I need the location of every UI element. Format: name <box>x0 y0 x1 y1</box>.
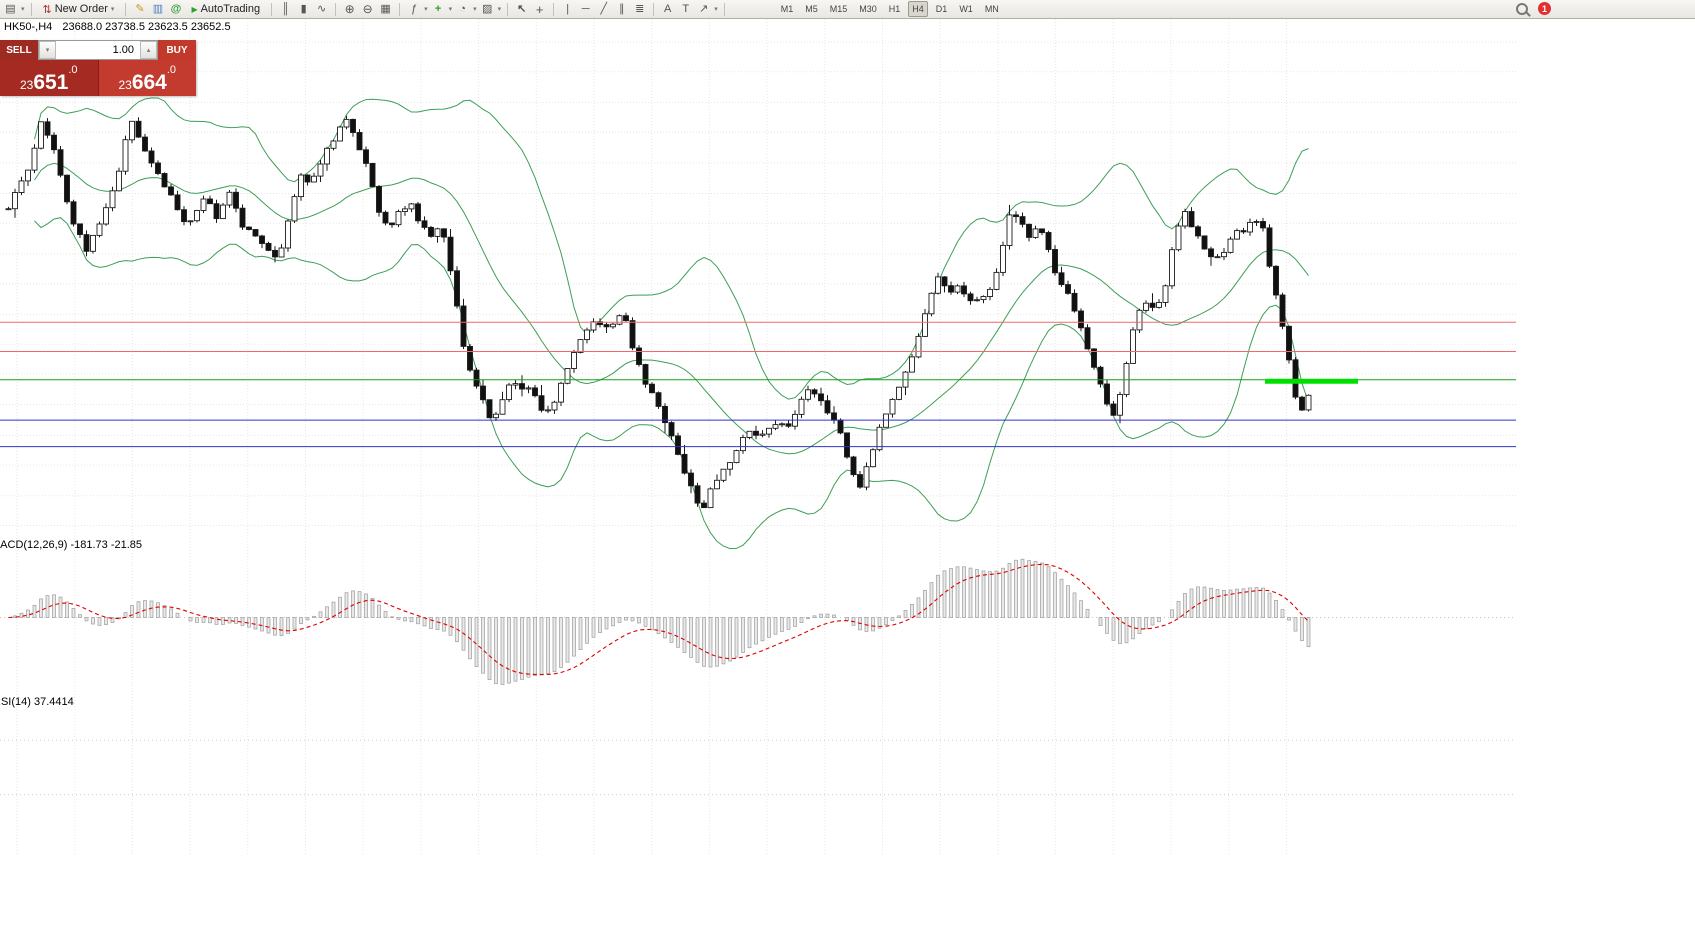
autotrading-button[interactable]: ▶ AutoTrading <box>186 1 265 17</box>
trendline-icon[interactable]: ╱ <box>600 2 607 15</box>
new-order-label: New Order <box>54 3 108 15</box>
cursor-icon[interactable]: ↖ <box>517 2 527 15</box>
channel-icon[interactable]: ∥ <box>618 2 625 15</box>
vertical-line-icon[interactable]: | <box>566 2 570 15</box>
arrow-object-dropdown-icon[interactable]: ▾ <box>714 5 718 13</box>
text-label-icon[interactable]: T <box>682 2 690 15</box>
timeframe-toolbar: M1 M5 M15 M30 H1 H4 D1 W1 MN <box>777 1 1003 17</box>
new-chart-icon[interactable]: ▤ <box>5 2 16 15</box>
toolbar-separator <box>271 2 273 16</box>
chart-symbol-period: HK50-,H4 <box>4 21 53 33</box>
toolbar-right-cluster: 1 <box>1516 2 1551 15</box>
macd-histogram <box>13 558 1311 685</box>
buy-price-big: 664 <box>131 71 167 95</box>
depth-of-market-icon[interactable]: ▥ <box>152 2 164 15</box>
buy-price-prefix: 23 <box>118 78 132 92</box>
timeframe-d1[interactable]: D1 <box>935 4 948 14</box>
periods-dropdown-icon[interactable]: ▾ <box>473 5 477 13</box>
sell-price-prefix: 23 <box>19 78 34 92</box>
notification-badge[interactable]: 1 <box>1538 2 1551 15</box>
toolbar-separator <box>125 2 127 16</box>
volume-down-button[interactable]: ▾ <box>39 41 56 59</box>
timeframe-w1[interactable]: W1 <box>959 4 973 14</box>
candlestick-chart-icon[interactable]: ▮ <box>300 2 307 15</box>
toolbar-separator <box>335 2 337 16</box>
metaeditor-icon[interactable]: ✎ <box>135 2 145 15</box>
macd-name: MACD(12,26,9) <box>0 539 68 551</box>
fibonacci-icon[interactable]: ≣ <box>635 2 645 15</box>
indicators-icon[interactable]: ƒ <box>410 2 417 15</box>
macd-label: MACD(12,26,9) -181.73 -21.85 <box>0 539 142 551</box>
toolbar-separator <box>399 2 401 16</box>
rsi-name: RSI(14) <box>0 696 31 708</box>
rsi-value: 37.4414 <box>33 696 74 708</box>
timeframe-h4[interactable]: H4 <box>908 1 928 17</box>
sell-price-suffix: .0 <box>68 64 78 76</box>
bar-chart-icon[interactable]: ║ <box>281 2 290 15</box>
periods-icon[interactable]: ◔ <box>459 2 466 15</box>
buy-price-suffix: .0 <box>166 64 177 76</box>
chart-ohlc-values: 23688.0 23738.5 23623.5 23652.5 <box>62 21 231 33</box>
horizontal-line-icon[interactable]: ─ <box>581 2 590 15</box>
templates-icon[interactable]: ▨ <box>481 2 493 15</box>
sell-button[interactable]: SELL <box>0 40 38 60</box>
timeframe-m30[interactable]: M30 <box>859 4 877 14</box>
chart-title: HK50-,H4 23688.0 23738.5 23623.5 23652.5 <box>4 21 231 33</box>
zoom-out-icon[interactable]: ⊖ <box>362 2 373 16</box>
line-chart-icon[interactable]: ∿ <box>317 2 327 15</box>
new-order-icon: ⇅ <box>42 3 52 16</box>
add-indicator-dropdown-icon[interactable]: ▾ <box>448 5 453 13</box>
timeframe-mn[interactable]: MN <box>984 4 999 14</box>
toolbar-separator <box>30 2 32 16</box>
macd-values: -181.73 -21.85 <box>70 539 143 551</box>
rsi-label: RSI(14) 37.4414 <box>0 696 74 708</box>
crosshair-icon[interactable]: + <box>535 1 544 17</box>
candles-layer <box>5 115 1312 509</box>
toolbar-separator <box>653 2 655 16</box>
sell-price-big: 651 <box>33 71 69 95</box>
algo-trading-icon[interactable]: @ <box>170 2 182 15</box>
zoom-in-icon[interactable]: ⊕ <box>344 2 355 16</box>
volume-stepper: ▾ 1.00 ▴ <box>38 40 158 60</box>
macd-signal-line <box>8 563 1309 676</box>
new-order-dropdown-icon[interactable]: ▾ <box>110 5 115 13</box>
toolbar-separator <box>723 2 725 16</box>
toolbar-separator <box>553 2 555 16</box>
timeframe-m1[interactable]: M1 <box>780 4 794 14</box>
templates-dropdown-icon[interactable]: ▾ <box>497 5 502 13</box>
main-toolbar: ▤ ▾ ⇅ New Order ▾ ✎ ▥ @ ▶ AutoTrading ║ ▮… <box>0 0 1695 19</box>
buy-price[interactable]: 23 664.0 <box>98 60 196 96</box>
add-indicator-icon[interactable]: + <box>434 2 442 15</box>
one-click-trading-panel: SELL ▾ 1.00 ▴ BUY 23 651.0 23 664.0 <box>0 40 196 96</box>
volume-up-button[interactable]: ▴ <box>140 41 157 59</box>
tile-windows-icon[interactable]: ▦ <box>380 2 391 15</box>
new-chart-dropdown-icon[interactable]: ▾ <box>21 5 25 13</box>
grid <box>0 19 1516 855</box>
text-icon[interactable]: A <box>664 2 672 15</box>
timeframe-m15[interactable]: M15 <box>829 4 848 14</box>
autotrading-play-icon: ▶ <box>191 4 198 14</box>
volume-input[interactable]: 1.00 <box>112 44 134 56</box>
toolbar-separator <box>507 2 509 16</box>
arrow-object-icon[interactable]: ↗ <box>699 2 709 15</box>
search-icon[interactable] <box>1516 2 1528 15</box>
indicators-dropdown-icon[interactable]: ▾ <box>424 5 428 13</box>
timeframe-m5[interactable]: M5 <box>805 4 818 14</box>
sell-price[interactable]: 23 651.0 <box>0 60 99 96</box>
bollinger-bands[interactable] <box>34 97 1309 550</box>
new-order-button[interactable]: ⇅ New Order ▾ <box>38 1 120 17</box>
horizontal-lines[interactable] <box>0 321 1516 448</box>
autotrading-label: AutoTrading <box>200 3 261 15</box>
buy-button[interactable]: BUY <box>158 40 196 60</box>
timeframe-h1[interactable]: H1 <box>888 4 901 14</box>
